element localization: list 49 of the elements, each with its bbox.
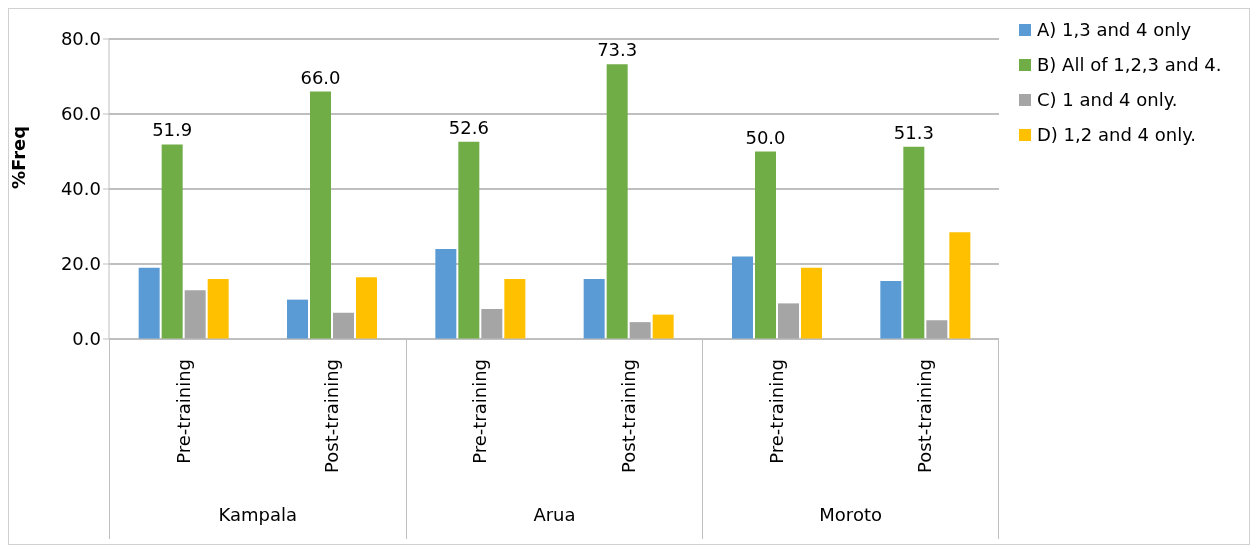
- text: Kampala: [217, 504, 299, 525]
- bar: [778, 303, 799, 339]
- y-tick-label: 0.0: [72, 328, 101, 350]
- bar: [310, 91, 331, 339]
- bar: [606, 64, 628, 339]
- bar: [458, 141, 480, 339]
- data-label: 51.9: [152, 119, 193, 141]
- legend-label: C) 1 and 4 only.: [1037, 89, 1178, 110]
- bar: [880, 280, 902, 339]
- data-label: 51.3: [893, 121, 934, 143]
- bar: [949, 232, 971, 339]
- bar: [755, 151, 776, 339]
- bar: [481, 309, 503, 339]
- data-label: 50.0: [745, 126, 786, 148]
- y-tick-label: 60.0: [60, 103, 101, 125]
- y-tick-label: 80.0: [60, 28, 101, 50]
- bar: [287, 299, 308, 339]
- y-axis-title: %Freq: [8, 125, 30, 189]
- y-tick-label: 40.0: [60, 178, 101, 200]
- y-tick-label: 20.0: [60, 253, 101, 275]
- bar: [504, 279, 526, 339]
- bar: [801, 267, 822, 339]
- legend-label: B) All of 1,2,3 and 4.: [1037, 54, 1222, 75]
- x-tick-label: Pre-training: [469, 359, 491, 464]
- bar: [435, 249, 457, 339]
- bar: [356, 277, 377, 339]
- x-tick-label: Pre-training: [172, 359, 194, 464]
- bar: [161, 144, 183, 339]
- bar: [184, 290, 206, 339]
- bar: [903, 146, 925, 339]
- x-tick-label: Pre-training: [766, 359, 787, 464]
- x-tick-label: Post-training: [914, 359, 936, 473]
- bar: [926, 320, 948, 339]
- data-label: 66.0: [300, 66, 341, 88]
- bar: [207, 279, 229, 339]
- data-label: 73.3: [597, 39, 638, 61]
- bar: [652, 314, 674, 339]
- legend-label: A) 1,3 and 4 only: [1037, 19, 1192, 40]
- x-tick-label: Post-training: [321, 359, 342, 473]
- data-label: 52.6: [448, 116, 489, 138]
- bar: [732, 256, 753, 339]
- x-tick-label: Post-training: [617, 359, 639, 473]
- text: Arua: [532, 504, 577, 525]
- text: Moroto: [818, 504, 883, 525]
- legend-label: D) 1,2 and 4 only.: [1037, 124, 1196, 145]
- bar: [333, 312, 354, 339]
- bar: [583, 279, 605, 339]
- bar: [138, 267, 160, 339]
- bar: [629, 322, 651, 339]
